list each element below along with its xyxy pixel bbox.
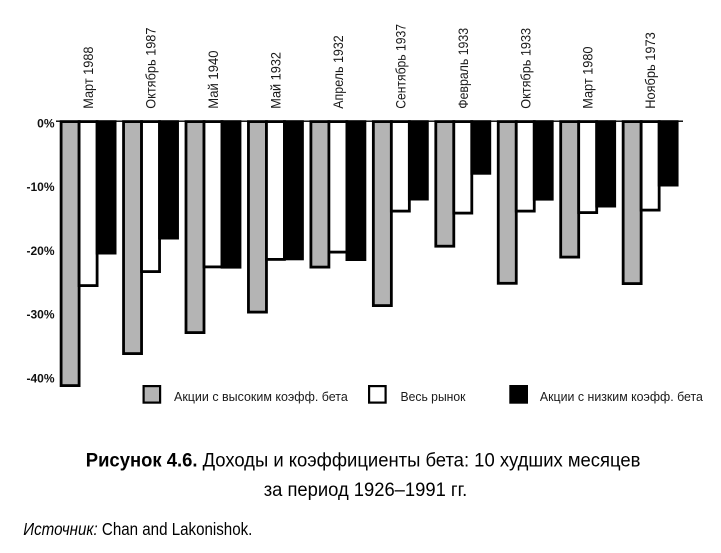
svg-text:за период 1926–1991 гг.: за период 1926–1991 гг. (264, 479, 468, 501)
svg-text:Март 1988: Март 1988 (80, 46, 96, 108)
svg-text:Февраль 1933: Февраль 1933 (455, 28, 471, 109)
svg-text:Март 1980: Март 1980 (580, 46, 596, 108)
svg-text:0%: 0% (37, 117, 55, 131)
svg-text:Май 1932: Май 1932 (267, 52, 283, 109)
svg-text:-10%: -10% (26, 180, 54, 194)
svg-text:Апрель 1932: Апрель 1932 (330, 35, 346, 109)
svg-text:Октябрь 1987: Октябрь 1987 (143, 27, 159, 108)
svg-text:Источник: Chan and Lakonishok.: Источник: Chan and Lakonishok. (23, 519, 252, 539)
svg-text:Ноябрь 1973: Ноябрь 1973 (642, 32, 658, 109)
svg-text:Октябрь 1933: Октябрь 1933 (517, 28, 533, 109)
svg-text:Весь рынок: Весь рынок (401, 389, 466, 404)
svg-text:-20%: -20% (26, 244, 54, 258)
svg-text:Акции с высоким коэфф. бета: Акции с высоким коэфф. бета (174, 389, 349, 404)
svg-text:-30%: -30% (26, 308, 54, 322)
svg-text:Акции с низким коэфф. бета: Акции с низким коэфф. бета (540, 389, 704, 404)
svg-text:-40%: -40% (26, 371, 54, 385)
svg-text:Рисунок 4.6. Доходы и коэффици: Рисунок 4.6. Доходы и коэффициенты бета:… (86, 450, 641, 472)
svg-text:Сентябрь 1937: Сентябрь 1937 (392, 24, 408, 109)
svg-text:Май 1940: Май 1940 (205, 50, 221, 108)
